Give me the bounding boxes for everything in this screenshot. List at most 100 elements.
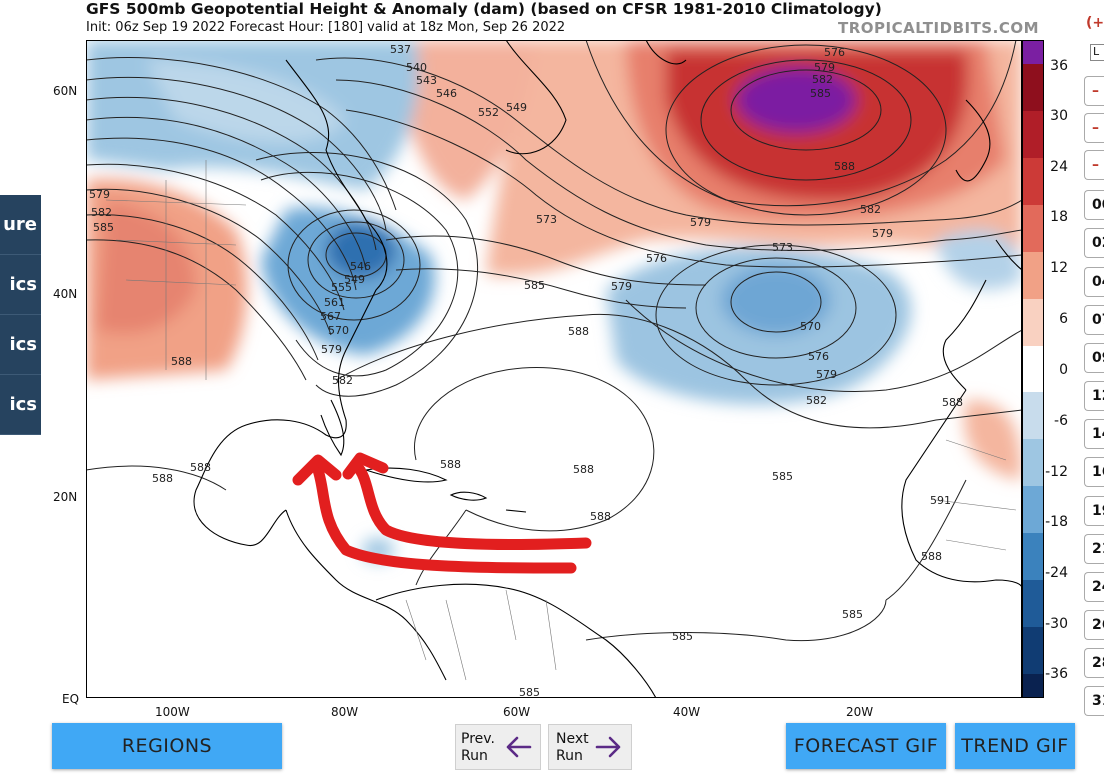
loop-toggle[interactable]: L — [1090, 44, 1104, 61]
contour-label: 579 — [814, 61, 835, 74]
contour-label: 576 — [646, 252, 667, 265]
hour-button[interactable]: 26 — [1084, 610, 1104, 640]
contour-label: 579 — [872, 227, 893, 240]
contour-label: 585 — [772, 470, 793, 483]
hour-button[interactable]: 24 — [1084, 572, 1104, 602]
side-nav: ure ics ics ics — [0, 195, 41, 435]
contour-label: 552 — [478, 106, 499, 119]
hour-offset-label: (+1 — [1086, 15, 1104, 31]
contour-label: 579 — [611, 280, 632, 293]
contour-label: 549 — [344, 273, 365, 286]
contour-label: 546 — [436, 87, 457, 100]
arrow-left-icon — [506, 736, 532, 758]
hour-button[interactable]: 04 — [1084, 267, 1104, 297]
hour-button[interactable]: 02 — [1084, 228, 1104, 258]
colorbar-label: 30 — [1050, 108, 1068, 124]
contour-label: 588 — [573, 463, 594, 476]
hour-button[interactable]: 00 — [1084, 190, 1104, 220]
contour-label: 546 — [350, 260, 371, 273]
trend-gif-button[interactable]: TREND GIF — [955, 723, 1075, 769]
lon-label-60w: 60W — [503, 705, 531, 719]
colorbar-label: 6 — [1059, 311, 1068, 327]
contour-label: 582 — [812, 73, 833, 86]
side-nav-item-1[interactable]: ics — [0, 255, 41, 315]
hour-button[interactable]: 09 — [1084, 343, 1104, 373]
lon-label-20w: 20W — [846, 705, 874, 719]
political-borders — [105, 160, 1017, 681]
contour-label: 582 — [860, 203, 881, 216]
contour-label: 579 — [690, 216, 711, 229]
hour-button[interactable]: 21 — [1084, 534, 1104, 564]
contour-label: 588 — [171, 355, 192, 368]
contour-label: 588 — [921, 550, 942, 563]
contour-label: 555 — [331, 281, 352, 294]
contour-label: 585 — [93, 221, 114, 234]
contour-label: 585 — [524, 279, 545, 292]
contour-label: 561 — [324, 296, 345, 309]
lon-label-100w: 100W — [155, 705, 190, 719]
hour-button[interactable]: 07 — [1084, 305, 1104, 335]
contour-label: 585 — [519, 686, 540, 698]
contour-label: 579 — [321, 343, 342, 356]
colorbar-label: -18 — [1045, 514, 1068, 530]
next-run-label: Next Run — [556, 731, 589, 764]
contour-label: 585 — [842, 608, 863, 621]
contour-label: 579 — [816, 368, 837, 381]
colorbar-label: 24 — [1050, 159, 1068, 175]
forecast-gif-button[interactable]: FORECAST GIF — [786, 723, 946, 769]
lat-label-40n: 40N — [53, 287, 78, 301]
colorbar-label: -36 — [1045, 666, 1068, 682]
hour-button[interactable]: – — [1084, 76, 1104, 106]
contour-label: 582 — [332, 374, 353, 387]
side-nav-item-0[interactable]: ure — [0, 195, 41, 255]
contour-label: 588 — [834, 160, 855, 173]
contour-label: 570 — [800, 320, 821, 333]
contour-label: 573 — [772, 241, 793, 254]
colorbar-label: -24 — [1045, 565, 1068, 581]
hour-button[interactable]: 14 — [1084, 419, 1104, 449]
hour-button[interactable]: – — [1084, 150, 1104, 180]
contour-label: 588 — [190, 461, 211, 474]
contour-label: 537 — [390, 43, 411, 56]
contour-label: 588 — [590, 510, 611, 523]
contour-label: 585 — [810, 87, 831, 100]
contour-label-group: 537 540 543 546 549 552 573 576 579 582 … — [89, 43, 963, 698]
contour-label: 588 — [942, 396, 963, 409]
contour-label: 588 — [568, 325, 589, 338]
lon-label-40w: 40W — [673, 705, 701, 719]
side-nav-item-3[interactable]: ics — [0, 375, 41, 435]
hour-button[interactable]: – — [1084, 113, 1104, 143]
contour-label: 582 — [91, 206, 112, 219]
coastlines — [193, 40, 1022, 698]
colorbar — [1022, 40, 1044, 698]
contour-label: 549 — [506, 101, 527, 114]
regions-button[interactable]: REGIONS — [52, 723, 282, 769]
side-nav-item-2[interactable]: ics — [0, 315, 41, 375]
prev-run-button[interactable]: Prev. Run — [455, 724, 541, 770]
colorbar-label: -30 — [1045, 616, 1068, 632]
hour-button[interactable]: 16 — [1084, 457, 1104, 487]
forecast-map: 537 540 543 546 549 552 573 576 579 582 … — [86, 40, 1022, 698]
colorbar-label: -6 — [1054, 413, 1068, 429]
lat-label-eq: EQ — [62, 692, 80, 706]
contour-label: 576 — [808, 350, 829, 363]
prev-run-label: Prev. Run — [461, 731, 495, 764]
hour-button[interactable]: 28 — [1084, 648, 1104, 678]
arrow-right-icon — [595, 736, 621, 758]
contour-label: 570 — [328, 324, 349, 337]
map-title: GFS 500mb Geopotential Height & Anomaly … — [86, 0, 882, 18]
hour-button[interactable]: 19 — [1084, 496, 1104, 526]
colorbar-label: 18 — [1050, 209, 1068, 225]
contour-label: 582 — [806, 394, 827, 407]
contour-label: 579 — [89, 188, 110, 201]
hour-button[interactable]: 31 — [1084, 686, 1104, 716]
map-subtitle: Init: 06z Sep 19 2022 Forecast Hour: [18… — [86, 20, 566, 35]
contour-label: 540 — [406, 61, 427, 74]
height-contours — [86, 40, 1022, 642]
contour-label: 585 — [672, 630, 693, 643]
forecast-hour-panel: (+1 L – – – 00 02 04 07 09 12 14 16 19 2… — [1082, 0, 1104, 720]
hour-button[interactable]: 12 — [1084, 381, 1104, 411]
colorbar-label: 36 — [1050, 58, 1068, 74]
colorbar-label: 12 — [1050, 260, 1068, 276]
next-run-button[interactable]: Next Run — [548, 724, 632, 770]
